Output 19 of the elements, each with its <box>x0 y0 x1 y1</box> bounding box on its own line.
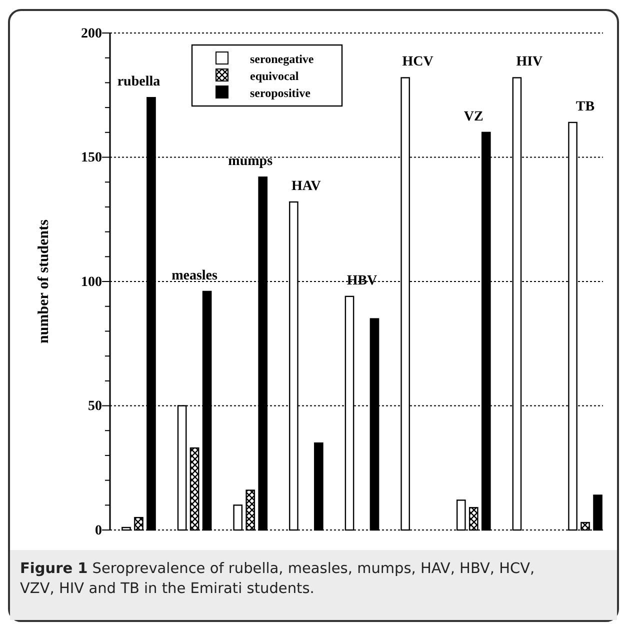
x-tick-label: rubella <box>117 74 160 90</box>
legend-label: seropositive <box>250 86 312 100</box>
x-tick-label: HBV <box>346 273 378 288</box>
x-tick-label: VZ <box>464 109 484 124</box>
x-tick-label: HAV <box>292 178 321 194</box>
y-tick-label: 0 <box>95 523 102 538</box>
y-axis-title: number of students <box>36 219 52 344</box>
x-tick-label: measles <box>172 268 218 284</box>
y-tick-label: 50 <box>88 399 102 414</box>
x-tick-label: mumps <box>228 154 274 170</box>
legend-label: equivocal <box>250 69 300 83</box>
legend-label: seronegative <box>250 52 314 66</box>
x-tick-label: HCV <box>402 54 434 70</box>
y-tick-label: 200 <box>81 26 102 42</box>
x-tick-label: HIV <box>516 54 543 70</box>
text: Figure 1 Seroprevalence of rubella, measles, mumps, HAV, HBV, HCV, VZV, HIV and TB in the Emirati students. <box>20 561 535 597</box>
y-tick-label: 100 <box>81 274 102 290</box>
x-tick-label: TB <box>576 99 595 114</box>
y-tick-label: 150 <box>81 150 102 166</box>
